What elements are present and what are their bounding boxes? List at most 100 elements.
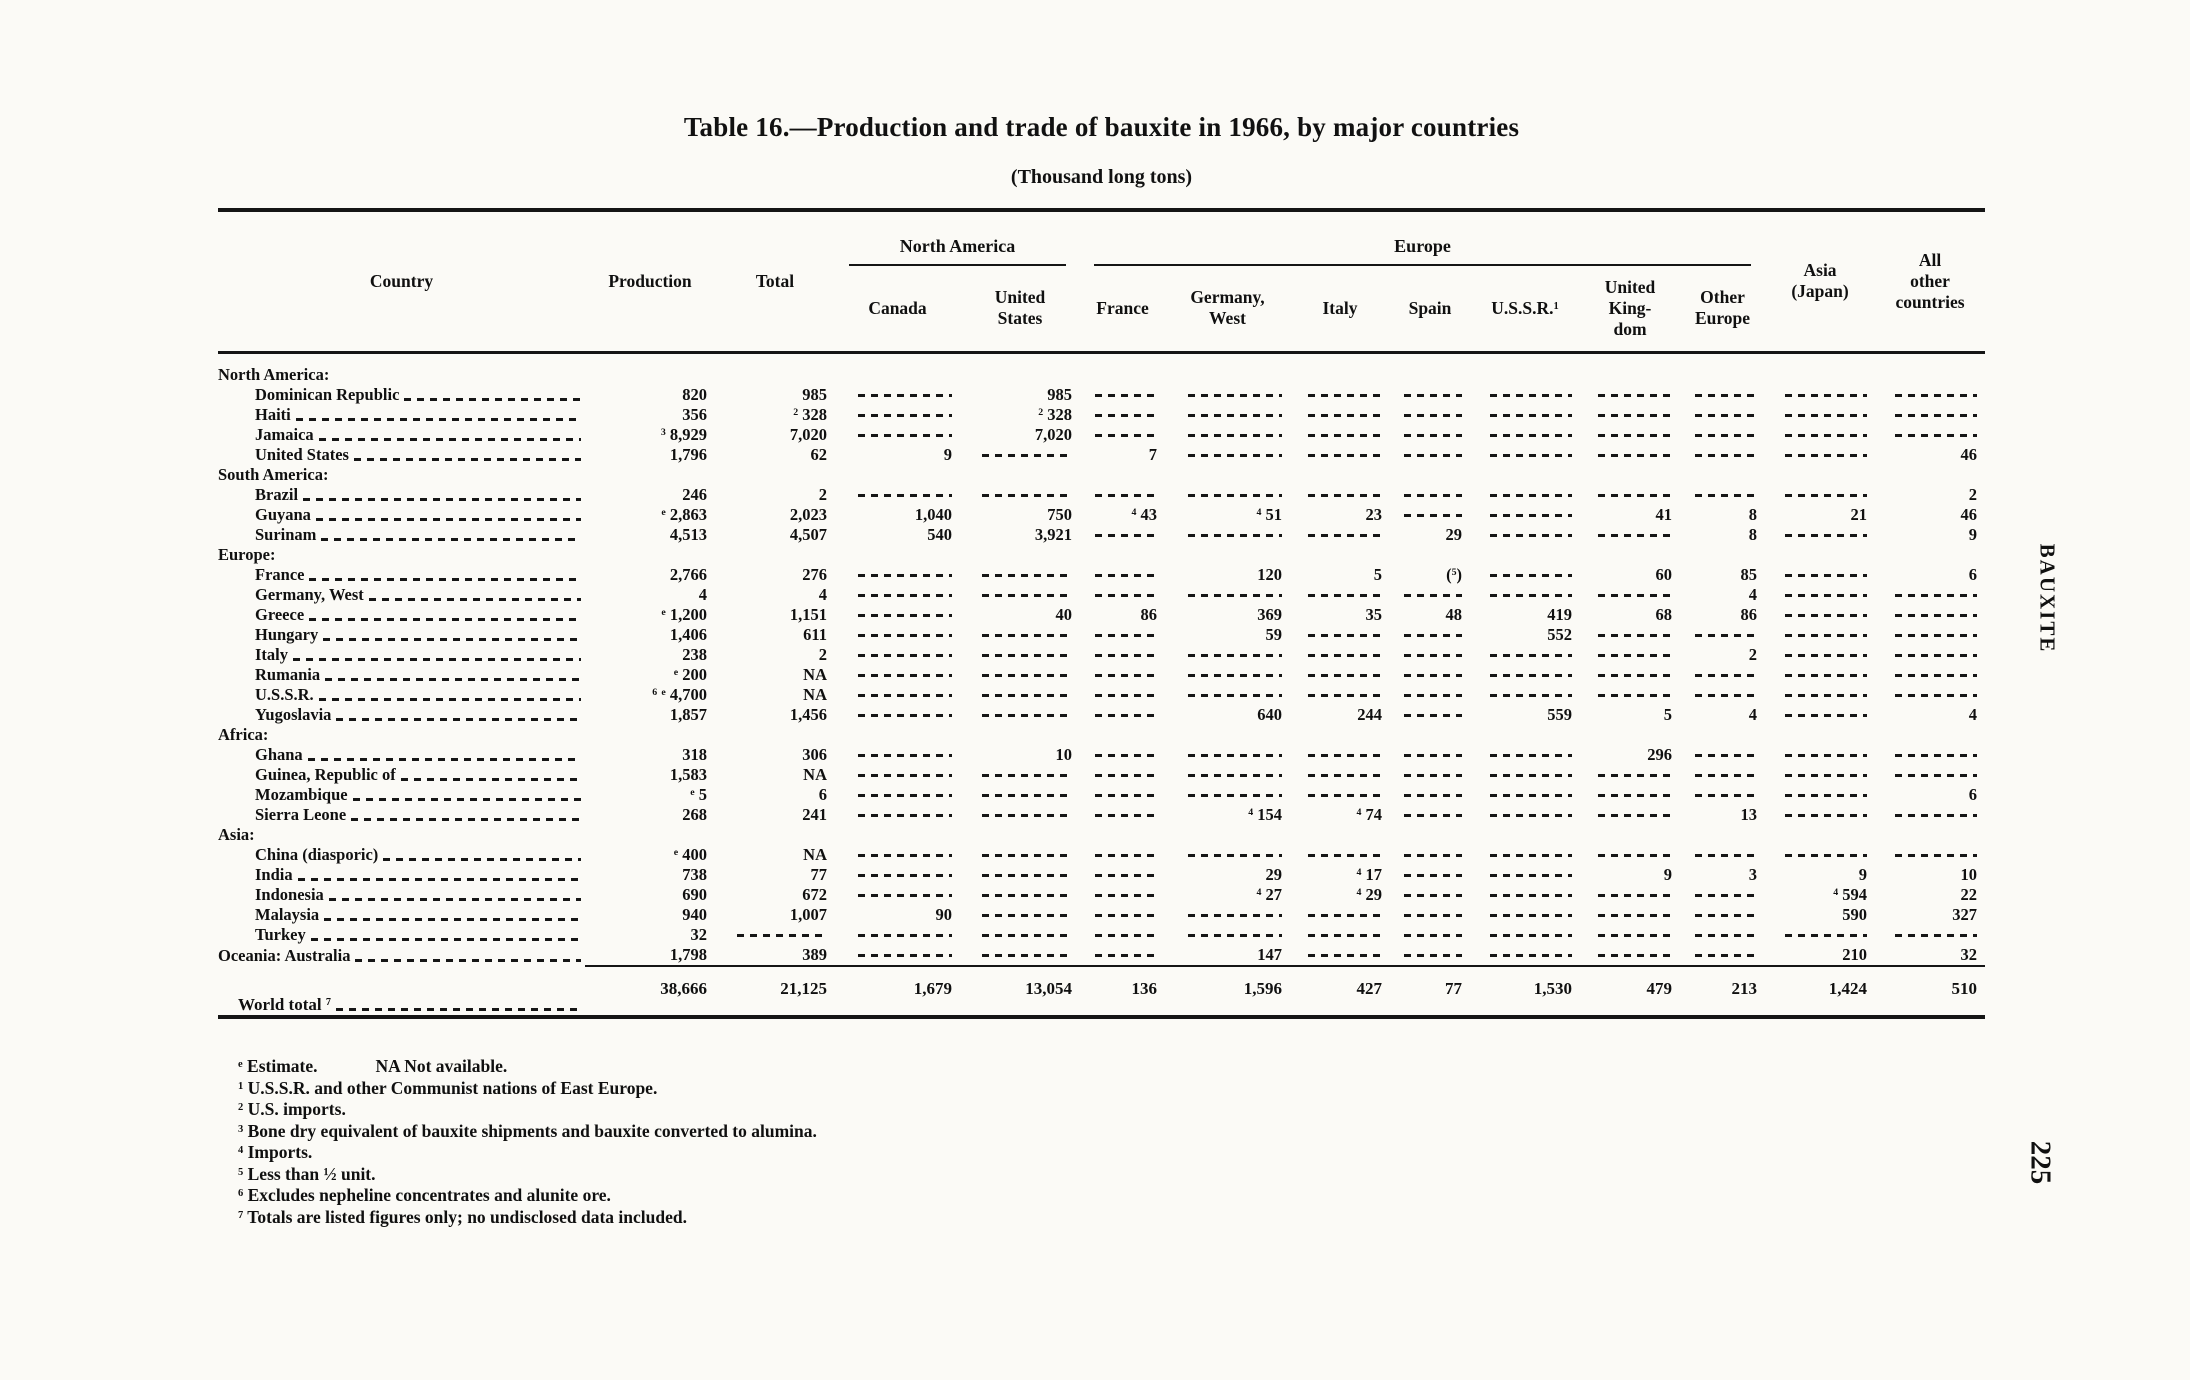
empty-cell-dashes: [1404, 653, 1462, 657]
table-cell: [1080, 352, 1165, 385]
empty-cell-dashes: [1188, 433, 1282, 437]
table-cell: [835, 645, 960, 665]
country-cell: Malaysia: [218, 905, 585, 925]
empty-cell-dashes: [1598, 493, 1672, 497]
table-cell: [960, 445, 1080, 465]
dot-leader: [297, 877, 581, 881]
country-cell-content: Ghana: [218, 745, 585, 765]
table-cell: [1080, 885, 1165, 905]
table-cell: [1470, 885, 1580, 905]
world-total-cell: 77: [1390, 964, 1470, 1017]
country-cell: Europe:: [218, 545, 585, 565]
table-cell: 296: [1647, 744, 1672, 764]
table-subtitle: (Thousand long tons): [1010, 166, 1193, 188]
table-cell: [835, 885, 960, 905]
empty-cell-dashes: [858, 413, 952, 417]
table-cell: [1470, 525, 1580, 545]
table-cell: [1470, 945, 1580, 966]
empty-cell-dashes: [1095, 873, 1157, 877]
table-cell: 90: [935, 904, 953, 924]
table-row: Rumania e 200 NA: [218, 665, 1985, 685]
country-cell-content: Greece: [218, 605, 585, 625]
table-cell: [1875, 765, 1985, 785]
table-cell: [1765, 745, 1875, 765]
table-cell: [1290, 845, 1390, 865]
table-cell: [1290, 405, 1390, 425]
table-cell: [1580, 925, 1680, 945]
empty-cell-dashes: [1895, 673, 1978, 677]
empty-cell-dashes: [1895, 633, 1978, 637]
table-cell: [1390, 385, 1470, 405]
table-cell: [1680, 352, 1765, 385]
table-row: Surinam 4,513 4,507 540 3,921 29 8 9: [218, 525, 1985, 545]
empty-cell-dashes: [1188, 693, 1282, 697]
table-cell: [1165, 905, 1290, 925]
empty-cell-dashes: [1598, 793, 1672, 797]
table-cell: [1165, 385, 1290, 405]
table-cell: [1290, 545, 1390, 565]
empty-cell-dashes: [982, 593, 1072, 597]
table-cell: [835, 845, 960, 865]
table-cell: [1580, 352, 1680, 385]
table-cell: [1080, 465, 1165, 485]
table-cell: [960, 785, 1080, 805]
table-cell: [1875, 845, 1985, 865]
table-cell: [1080, 925, 1165, 945]
table-row: Greece e 1,200 1,151 40 86 369 35 48 419 68 86: [218, 605, 1985, 625]
world-total-cell: 136: [1080, 964, 1165, 1017]
table-cell: 9: [1663, 864, 1672, 884]
empty-cell-dashes: [858, 573, 952, 577]
table-cell: [1165, 445, 1290, 465]
table-cell: [715, 825, 835, 845]
dot-leader: [318, 437, 581, 441]
table-cell: NA: [803, 844, 827, 864]
table-cell: 3: [1748, 864, 1758, 884]
empty-cell-dashes: [1895, 613, 1978, 617]
empty-cell-dashes: [1490, 493, 1572, 497]
table-cell: NA: [803, 764, 827, 784]
dot-leader: [295, 417, 581, 421]
empty-cell-dashes: [982, 713, 1072, 717]
world-total-cell: 21,125: [715, 964, 835, 1017]
table-cell: [1875, 385, 1985, 405]
empty-cell-dashes: [1095, 493, 1157, 497]
table-cell: [1470, 845, 1580, 865]
table-cell: 1,798: [669, 944, 707, 964]
table-cell: 60: [1655, 564, 1673, 584]
table-row: France 2,766 276 120 5 (5) 60 85 6: [218, 565, 1985, 585]
empty-cell-dashes: [1095, 393, 1157, 397]
row-label: Mozambique: [255, 784, 348, 804]
table-cell: [1680, 825, 1765, 845]
country-cell: China (diasporic): [218, 845, 585, 865]
table-cell: [1470, 485, 1580, 505]
table-cell: [1470, 585, 1580, 605]
empty-cell-dashes: [982, 793, 1072, 797]
table-row: Sierra Leone 268 241 4 154 4 74 13: [218, 805, 1985, 825]
empty-cell-dashes: [982, 653, 1072, 657]
empty-cell-dashes: [1490, 893, 1572, 897]
table-cell: 327: [1952, 904, 1978, 924]
empty-cell-dashes: [1598, 773, 1672, 777]
table-cell: [1470, 825, 1580, 845]
table-cell: [715, 352, 835, 385]
table-cell: [960, 465, 1080, 485]
table-cell: 4 74: [1356, 804, 1382, 824]
table-cell: [1680, 625, 1765, 645]
table-cell: [1765, 625, 1875, 645]
country-cell: Sierra Leone: [218, 805, 585, 825]
footnote-text: 6 Excludes nepheline concentrates and al…: [238, 1185, 611, 1205]
col-group-label: Europe: [1094, 236, 1752, 266]
table-cell: [1080, 565, 1165, 585]
table-cell: [1470, 785, 1580, 805]
table-cell: [835, 545, 960, 565]
empty-cell-dashes: [1785, 933, 1868, 937]
empty-cell-dashes: [1095, 853, 1157, 857]
empty-cell-dashes: [1490, 433, 1572, 437]
empty-cell-dashes: [1188, 653, 1282, 657]
empty-cell-dashes: [858, 793, 952, 797]
table-title: Table 16.—Production and trade of bauxit…: [683, 112, 1520, 142]
table-cell: [585, 352, 715, 385]
empty-cell-dashes: [1785, 453, 1868, 457]
col-header-spain: Spain: [1408, 297, 1452, 318]
dot-leader: [352, 797, 581, 801]
